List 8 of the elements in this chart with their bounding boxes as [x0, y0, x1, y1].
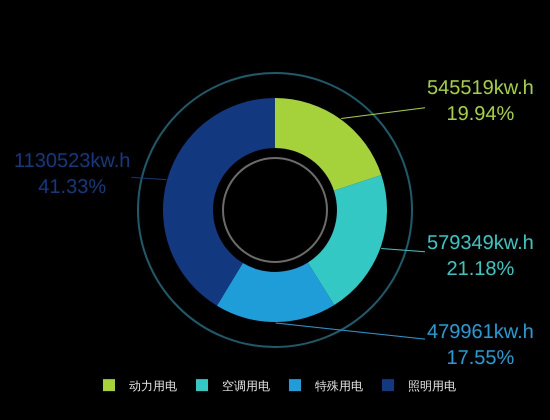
legend-label: 照明用电	[408, 378, 456, 393]
legend-label: 特殊用电	[315, 378, 363, 393]
data-label: 479961kw.h 17.55%	[427, 321, 534, 369]
data-label: 579349kw.h 21.18%	[427, 232, 534, 280]
data-label: 545519kw.h 19.94%	[427, 77, 534, 125]
data-label: 1130523kw.h 41.33%	[14, 150, 130, 198]
legend-label: 空调用电	[222, 378, 270, 393]
legend-label: 动力用电	[129, 378, 177, 393]
